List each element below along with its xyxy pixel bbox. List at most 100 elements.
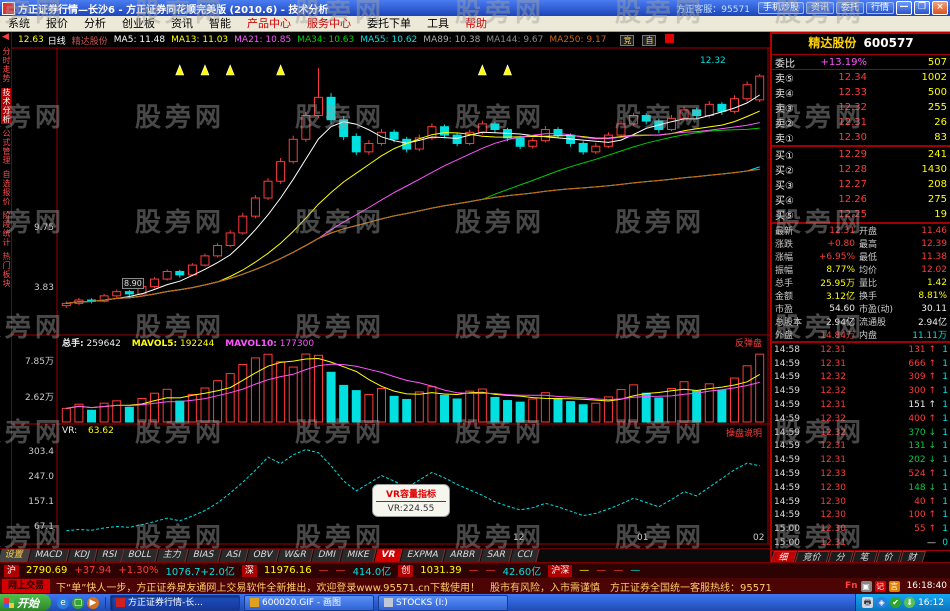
network-icon[interactable]: ◈ xyxy=(876,597,888,608)
minimize-button[interactable]: — xyxy=(896,1,912,15)
buy-row[interactable]: 买② 12.28 1430 xyxy=(772,162,950,177)
sell-row[interactable]: 卖⑤ 12.34 1002 xyxy=(772,70,950,85)
buy-row[interactable]: 买① 12.29 241 xyxy=(772,147,950,162)
printer-icon[interactable]: 🖶 xyxy=(862,597,874,608)
menu-item-报价[interactable]: 报价 xyxy=(46,17,68,30)
task-button-2[interactable]: STOCKS (I:) xyxy=(378,594,508,611)
close-button[interactable]: × xyxy=(932,1,948,15)
detail-row: 最新 12.31 开盘 11.46 xyxy=(772,224,950,238)
indicator-tab-MIKE[interactable]: MIKE xyxy=(340,549,377,562)
menu-item-帮助[interactable]: 帮助 xyxy=(465,17,487,30)
indicator-tab-OBV[interactable]: OBV xyxy=(245,549,280,562)
indicator-tab-ASI[interactable]: ASI xyxy=(219,549,249,562)
stock-code: 600577 xyxy=(863,36,914,50)
buy-signal-arrow-icon xyxy=(477,64,487,76)
indicator-tab-BOLL[interactable]: BOLL xyxy=(121,549,159,562)
note-icon[interactable]: 记 xyxy=(874,580,886,592)
sell-row[interactable]: 卖④ 12.33 500 xyxy=(772,85,950,100)
indicator-tab-BIAS[interactable]: BIAS xyxy=(186,549,222,562)
indicator-tab-SAR[interactable]: SAR xyxy=(480,549,514,562)
detail-row: 总股本 2.94亿 流通股 2.94亿 xyxy=(772,315,950,328)
sidebar-item-技术分析[interactable]: 技术分析 xyxy=(1,88,11,124)
index-segment-创[interactable]: 创 1031.39 — — 42.60亿 xyxy=(398,563,541,578)
task-button-0[interactable]: 方正证券行情-长... xyxy=(110,594,240,611)
indicator-tab-RSI[interactable]: RSI xyxy=(94,549,124,562)
kline-chart-svg[interactable]: 9.75 3.83 7.85万 2.62万 303.4 247.0 157.1 67.1 12 0… xyxy=(12,32,770,548)
buy-row[interactable]: 买④ 12.26 275 xyxy=(772,192,950,207)
index-value: 1031.39 xyxy=(420,565,462,576)
titlebar-button-手机炒股[interactable]: 手机炒股 xyxy=(757,2,804,14)
online-trade-button[interactable]: 网上交易 xyxy=(2,579,51,593)
ie-icon[interactable]: e xyxy=(57,596,69,609)
index-pct: +1.30% xyxy=(118,565,159,576)
message-icon[interactable]: 言 xyxy=(888,580,900,592)
sell-qty: 255 xyxy=(927,102,947,113)
header-badge-自[interactable]: 自 xyxy=(642,35,657,46)
tx-qty: 300 ↑ xyxy=(908,386,936,397)
kline-header: 12.63 日线 精达股份 MA5: 11.48 MA13: 11.03 MA21:… xyxy=(12,32,770,48)
tx-price: 12.30 xyxy=(820,496,846,507)
update-icon[interactable]: ⬇ xyxy=(904,597,916,608)
menu-item-创业板[interactable]: 创业板 xyxy=(122,17,155,30)
tx-count: 1 xyxy=(942,482,948,493)
menu-item-系统[interactable]: 系统 xyxy=(8,17,30,30)
indicator-tab-settings[interactable]: 设置 xyxy=(0,549,31,562)
menu-item-委托下单[interactable]: 委托下单 xyxy=(367,17,411,30)
indicator-tab-主力[interactable]: 主力 xyxy=(156,549,189,562)
sell-row[interactable]: 卖② 12.31 26 xyxy=(772,115,950,130)
red-flag-icon[interactable] xyxy=(665,34,675,43)
tx-price: 12.31 xyxy=(820,344,846,355)
collapse-arrow-icon[interactable]: ◀ xyxy=(2,32,9,42)
detail-value: 2.94亿 xyxy=(917,318,947,328)
buy-qty: 208 xyxy=(927,179,947,190)
sidebar-item-自选报价[interactable]: 自选报价 xyxy=(2,170,11,206)
index-segment-沪[interactable]: 沪 2790.69 +37.94 +1.30% 1076.7+2.0亿 xyxy=(4,563,235,578)
start-button[interactable]: 开始 xyxy=(0,594,51,611)
desktop-icon[interactable]: ▢ xyxy=(72,596,84,609)
axis-label: 303.4 xyxy=(28,447,54,457)
sidebar-item-公式管理[interactable]: 公式管理 xyxy=(2,129,11,165)
menu-item-产品中心[interactable]: 产品中心 xyxy=(247,17,291,30)
buy-row[interactable]: 买③ 12.27 208 xyxy=(772,177,950,192)
indicator-tab-VR[interactable]: VR xyxy=(374,549,403,562)
vr-corner-link[interactable]: 操盘说明 xyxy=(725,429,762,439)
indicator-tab-KDJ[interactable]: KDJ xyxy=(67,549,98,562)
axis-label: 3.83 xyxy=(34,283,54,293)
menu-item-智能[interactable]: 智能 xyxy=(209,17,231,30)
sell-row[interactable]: 卖③ 12.32 255 xyxy=(772,100,950,115)
menu-item-资讯[interactable]: 资讯 xyxy=(171,17,193,30)
candle-body xyxy=(679,109,689,119)
indicator-tab-CCI[interactable]: CCI xyxy=(510,549,541,562)
sidebar-item-阶段统计[interactable]: 阶段统计 xyxy=(2,211,11,247)
period-label[interactable]: 日线 xyxy=(47,36,66,47)
volume-bar xyxy=(692,390,702,423)
index-pct: — xyxy=(485,565,496,576)
tx-qty: 524 ↑ xyxy=(908,469,936,480)
header-badge-竞[interactable]: 竞 xyxy=(620,35,635,46)
candle-body xyxy=(175,271,185,276)
titlebar-button-资讯[interactable]: 资讯 xyxy=(805,2,834,14)
task-button-1[interactable]: 600020.GIF - 画图 xyxy=(244,594,374,611)
sell-row[interactable]: 卖① 12.30 83 xyxy=(772,130,950,145)
titlebar-button-委托[interactable]: 委托 xyxy=(835,2,864,14)
indicator-tab-MACD[interactable]: MACD xyxy=(28,549,70,562)
sidebar-item-热门板块[interactable]: 热门板块 xyxy=(2,252,11,288)
shield-icon[interactable]: ✔ xyxy=(890,597,902,608)
buy-row[interactable]: 买⑤ 12.25 19 xyxy=(772,207,950,222)
sidebar-item-分时走势[interactable]: 分时走势 xyxy=(2,47,11,83)
indicator-tab-W&R[interactable]: W&R xyxy=(277,549,314,562)
indicator-tab-EXPMA[interactable]: EXPMA xyxy=(400,549,446,562)
index-segment-深[interactable]: 深 11976.16 — — 414.0亿 xyxy=(241,563,391,578)
volume-corner-link[interactable]: 反弹盘 xyxy=(734,339,762,349)
titlebar-button-行情[interactable]: 行情 xyxy=(865,2,894,14)
menu-item-分析[interactable]: 分析 xyxy=(84,17,106,30)
menu-item-服务中心[interactable]: 服务中心 xyxy=(307,17,351,30)
indicator-tab-ARBR[interactable]: ARBR xyxy=(443,549,483,562)
image-icon[interactable]: ▣ xyxy=(860,580,872,592)
menu-item-工具[interactable]: 工具 xyxy=(427,17,449,30)
task-label: STOCKS (I:) xyxy=(396,597,448,608)
restore-button[interactable]: ❐ xyxy=(914,1,930,15)
index-segment-沪深[interactable]: 沪深 — — — — xyxy=(548,564,640,577)
indicator-tab-DMI[interactable]: DMI xyxy=(311,549,343,562)
media-icon[interactable]: ▶ xyxy=(87,596,99,609)
